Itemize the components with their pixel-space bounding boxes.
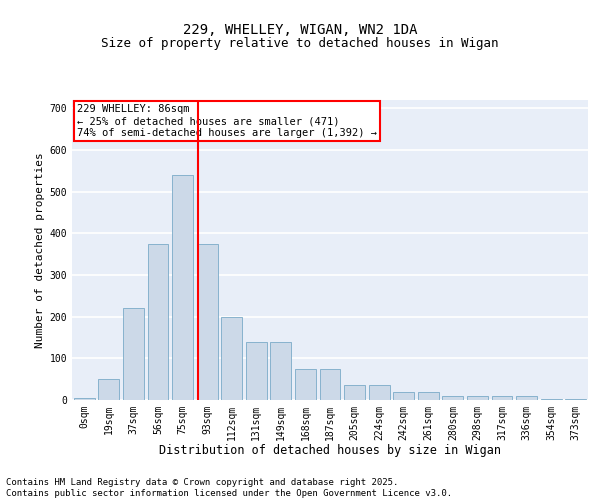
Bar — [442, 396, 463, 400]
Bar — [320, 369, 340, 400]
Bar — [246, 342, 267, 400]
Bar — [197, 244, 218, 400]
Text: Size of property relative to detached houses in Wigan: Size of property relative to detached ho… — [101, 38, 499, 51]
Bar — [148, 244, 169, 400]
Bar — [221, 316, 242, 400]
Bar — [368, 386, 389, 400]
Bar — [295, 369, 316, 400]
Text: 229 WHELLEY: 86sqm
← 25% of detached houses are smaller (471)
74% of semi-detach: 229 WHELLEY: 86sqm ← 25% of detached hou… — [77, 104, 377, 138]
Bar — [123, 308, 144, 400]
Y-axis label: Number of detached properties: Number of detached properties — [35, 152, 46, 348]
Text: Contains HM Land Registry data © Crown copyright and database right 2025.
Contai: Contains HM Land Registry data © Crown c… — [6, 478, 452, 498]
Bar — [491, 396, 512, 400]
Bar — [418, 392, 439, 400]
Bar — [271, 342, 292, 400]
Bar — [393, 392, 414, 400]
Bar — [98, 379, 119, 400]
Bar — [172, 175, 193, 400]
Bar — [541, 399, 562, 400]
Bar — [467, 396, 488, 400]
Bar — [565, 399, 586, 400]
Bar — [516, 396, 537, 400]
X-axis label: Distribution of detached houses by size in Wigan: Distribution of detached houses by size … — [159, 444, 501, 458]
Bar — [74, 398, 95, 400]
Bar — [344, 386, 365, 400]
Text: 229, WHELLEY, WIGAN, WN2 1DA: 229, WHELLEY, WIGAN, WN2 1DA — [183, 22, 417, 36]
